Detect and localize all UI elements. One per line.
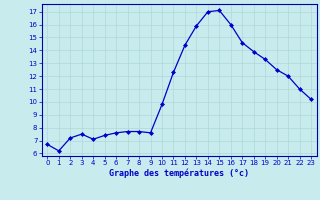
X-axis label: Graphe des températures (°c): Graphe des températures (°c) [109, 169, 249, 178]
